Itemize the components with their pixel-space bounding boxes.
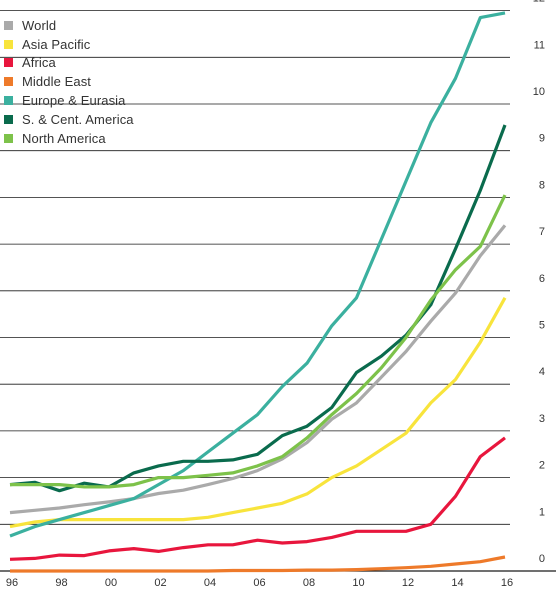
series-line-world — [9, 224, 507, 515]
legend-swatch — [4, 20, 13, 30]
x-tick-label: 96 — [6, 577, 18, 589]
x-tick-label: 04 — [204, 577, 216, 589]
y-tick-label: 11 — [534, 39, 545, 51]
y-tick-label: 6 — [539, 273, 545, 285]
x-tick-label: 14 — [451, 577, 463, 589]
legend-label: World — [22, 17, 57, 33]
series-lines — [9, 11, 507, 573]
legend-swatch — [4, 114, 13, 124]
y-tick-label: 0 — [539, 553, 545, 565]
y-tick-label: 7 — [539, 226, 545, 238]
y-tick-label: 12 — [533, 0, 545, 5]
y-tick-label: 5 — [539, 320, 545, 332]
legend-item-asia-pacific: Asia Pacific — [4, 35, 134, 54]
y-axis-ticks: 0123456789101112 — [533, 0, 545, 565]
x-tick-label: 10 — [352, 577, 364, 589]
y-tick-label: 8 — [539, 179, 545, 191]
series-line-africa — [9, 436, 506, 561]
x-tick-label: 16 — [501, 577, 513, 589]
legend-item-world: World — [4, 16, 134, 35]
legend-item-middle-east: Middle East — [4, 72, 134, 91]
legend-label: Middle East — [22, 74, 92, 90]
legend-item-north-america: North America — [4, 129, 134, 148]
y-tick-label: 10 — [533, 86, 545, 98]
y-tick-label: 9 — [539, 133, 545, 145]
legend-swatch — [4, 133, 13, 143]
x-axis-ticks: 96 98 00 02 04 06 08 10 12 14 16 — [6, 577, 513, 589]
gridlines — [0, 10, 556, 572]
x-tick-label: 00 — [105, 577, 117, 589]
x-tick-label: 02 — [154, 577, 166, 589]
legend-swatch — [4, 77, 13, 87]
legend-label: Africa — [22, 55, 56, 71]
y-tick-label: 4 — [539, 366, 545, 378]
legend-swatch — [4, 58, 13, 68]
series-line-s-cent-america — [9, 124, 507, 493]
legend-swatch — [4, 96, 13, 106]
x-tick-label: 06 — [253, 577, 265, 589]
legend: World Asia Pacific Africa Middle East Europe… — [4, 16, 134, 148]
series-line-asia-pacific — [9, 297, 507, 529]
legend-label: North America — [22, 130, 106, 146]
legend-item-europe-eurasia: Europe & Eurasia — [4, 91, 134, 110]
legend-swatch — [4, 39, 13, 49]
y-tick-label: 2 — [539, 460, 545, 472]
legend-label: Europe & Eurasia — [22, 93, 126, 109]
series-line-europe-eurasia — [9, 11, 506, 538]
x-tick-label: 98 — [55, 577, 67, 589]
x-tick-label: 12 — [402, 577, 414, 589]
legend-item-africa: Africa — [4, 54, 134, 73]
legend-label: S. & Cent. America — [22, 111, 134, 127]
x-tick-label: 08 — [303, 577, 315, 589]
series-line-middle-east — [10, 555, 506, 573]
series-line-north-america — [10, 194, 507, 489]
legend-item-s-cent-america: S. & Cent. America — [4, 110, 134, 129]
y-tick-label: 1 — [539, 506, 545, 518]
legend-label: Asia Pacific — [22, 36, 91, 52]
y-tick-label: 3 — [539, 413, 545, 425]
